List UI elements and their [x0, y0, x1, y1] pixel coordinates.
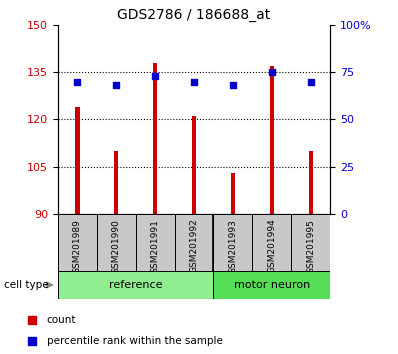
Text: GSM201991: GSM201991 — [150, 219, 160, 274]
Bar — [291, 214, 330, 271]
Point — [191, 79, 197, 84]
Bar — [192, 116, 196, 214]
Text: count: count — [47, 315, 76, 325]
Bar — [58, 271, 213, 299]
Bar — [213, 214, 252, 271]
Bar — [252, 214, 291, 271]
Bar — [97, 214, 136, 271]
Text: GSM201990: GSM201990 — [111, 219, 121, 274]
Point — [113, 82, 119, 88]
Bar — [230, 173, 235, 214]
Bar — [269, 66, 274, 214]
Point — [308, 79, 314, 84]
Text: motor neuron: motor neuron — [234, 280, 310, 290]
Bar — [175, 214, 213, 271]
Bar — [75, 107, 80, 214]
Point — [74, 79, 80, 84]
Title: GDS2786 / 186688_at: GDS2786 / 186688_at — [117, 8, 271, 22]
Point — [310, 241, 316, 247]
Text: reference: reference — [109, 280, 162, 290]
Text: GSM201995: GSM201995 — [306, 219, 315, 274]
Point — [230, 82, 236, 88]
Text: GSM201992: GSM201992 — [189, 219, 199, 273]
Text: GSM201989: GSM201989 — [73, 219, 82, 274]
Bar — [153, 63, 158, 214]
Point — [310, 48, 316, 54]
Bar — [58, 214, 97, 271]
Text: cell type: cell type — [4, 280, 49, 290]
Bar — [308, 151, 313, 214]
Text: percentile rank within the sample: percentile rank within the sample — [47, 336, 222, 346]
Point — [152, 73, 158, 79]
Point — [269, 69, 275, 75]
Bar — [114, 151, 119, 214]
Bar — [213, 271, 330, 299]
Text: GSM201993: GSM201993 — [228, 219, 238, 274]
Text: GSM201994: GSM201994 — [267, 219, 277, 273]
Bar — [136, 214, 175, 271]
